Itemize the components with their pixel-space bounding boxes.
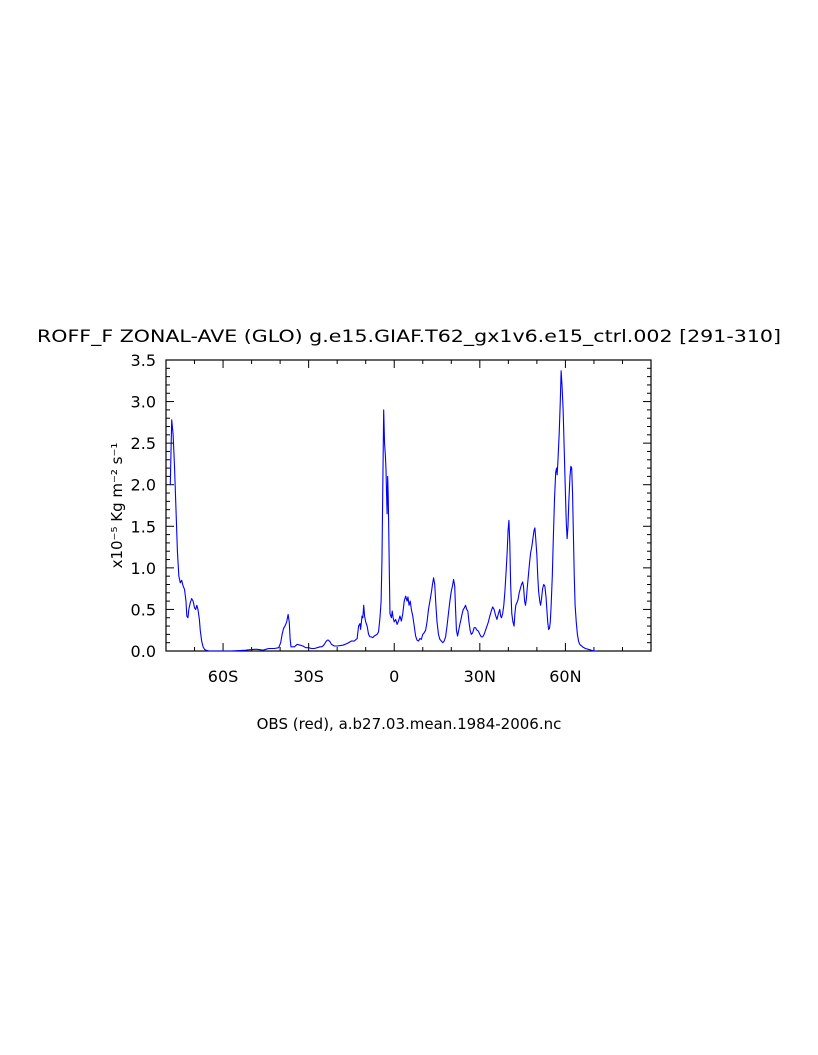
- chart-title: ROFF_F ZONAL-AVE (GLO) g.e15.GIAF.T62_gx…: [37, 327, 781, 347]
- axis-ticks: [165, 359, 652, 652]
- y-tick-label: 3.5: [131, 351, 156, 370]
- y-axis-label: x10⁻⁵ Kg m⁻² s⁻¹: [108, 443, 126, 569]
- y-tick-label: 0.5: [131, 600, 156, 619]
- x-tick-label: 60N: [549, 667, 581, 686]
- x-tick-label: 30S: [293, 667, 324, 686]
- x-tick-label: 0: [389, 667, 399, 686]
- y-tick-label: 1.0: [131, 559, 156, 578]
- y-tick-label: 3.0: [131, 393, 156, 412]
- y-tick-label: 1.5: [131, 517, 156, 536]
- runoff-series-line: [169, 370, 597, 652]
- y-tick-label: 2.5: [131, 434, 156, 453]
- y-tick-label: 2.0: [131, 476, 156, 495]
- plot-frame: [165, 359, 652, 652]
- y-tick-label: 0.0: [131, 642, 156, 661]
- x-tick-label: 30N: [464, 667, 496, 686]
- tick-labels: 0.0 0.5 1.0 1.5 2.0 2.5 3.0 3.5 60S 30S 0 30N 60N: [131, 351, 582, 686]
- x-axis-label: OBS (red), a.b27.03.mean.1984-2006.nc: [257, 715, 562, 733]
- x-tick-label: 60S: [208, 667, 239, 686]
